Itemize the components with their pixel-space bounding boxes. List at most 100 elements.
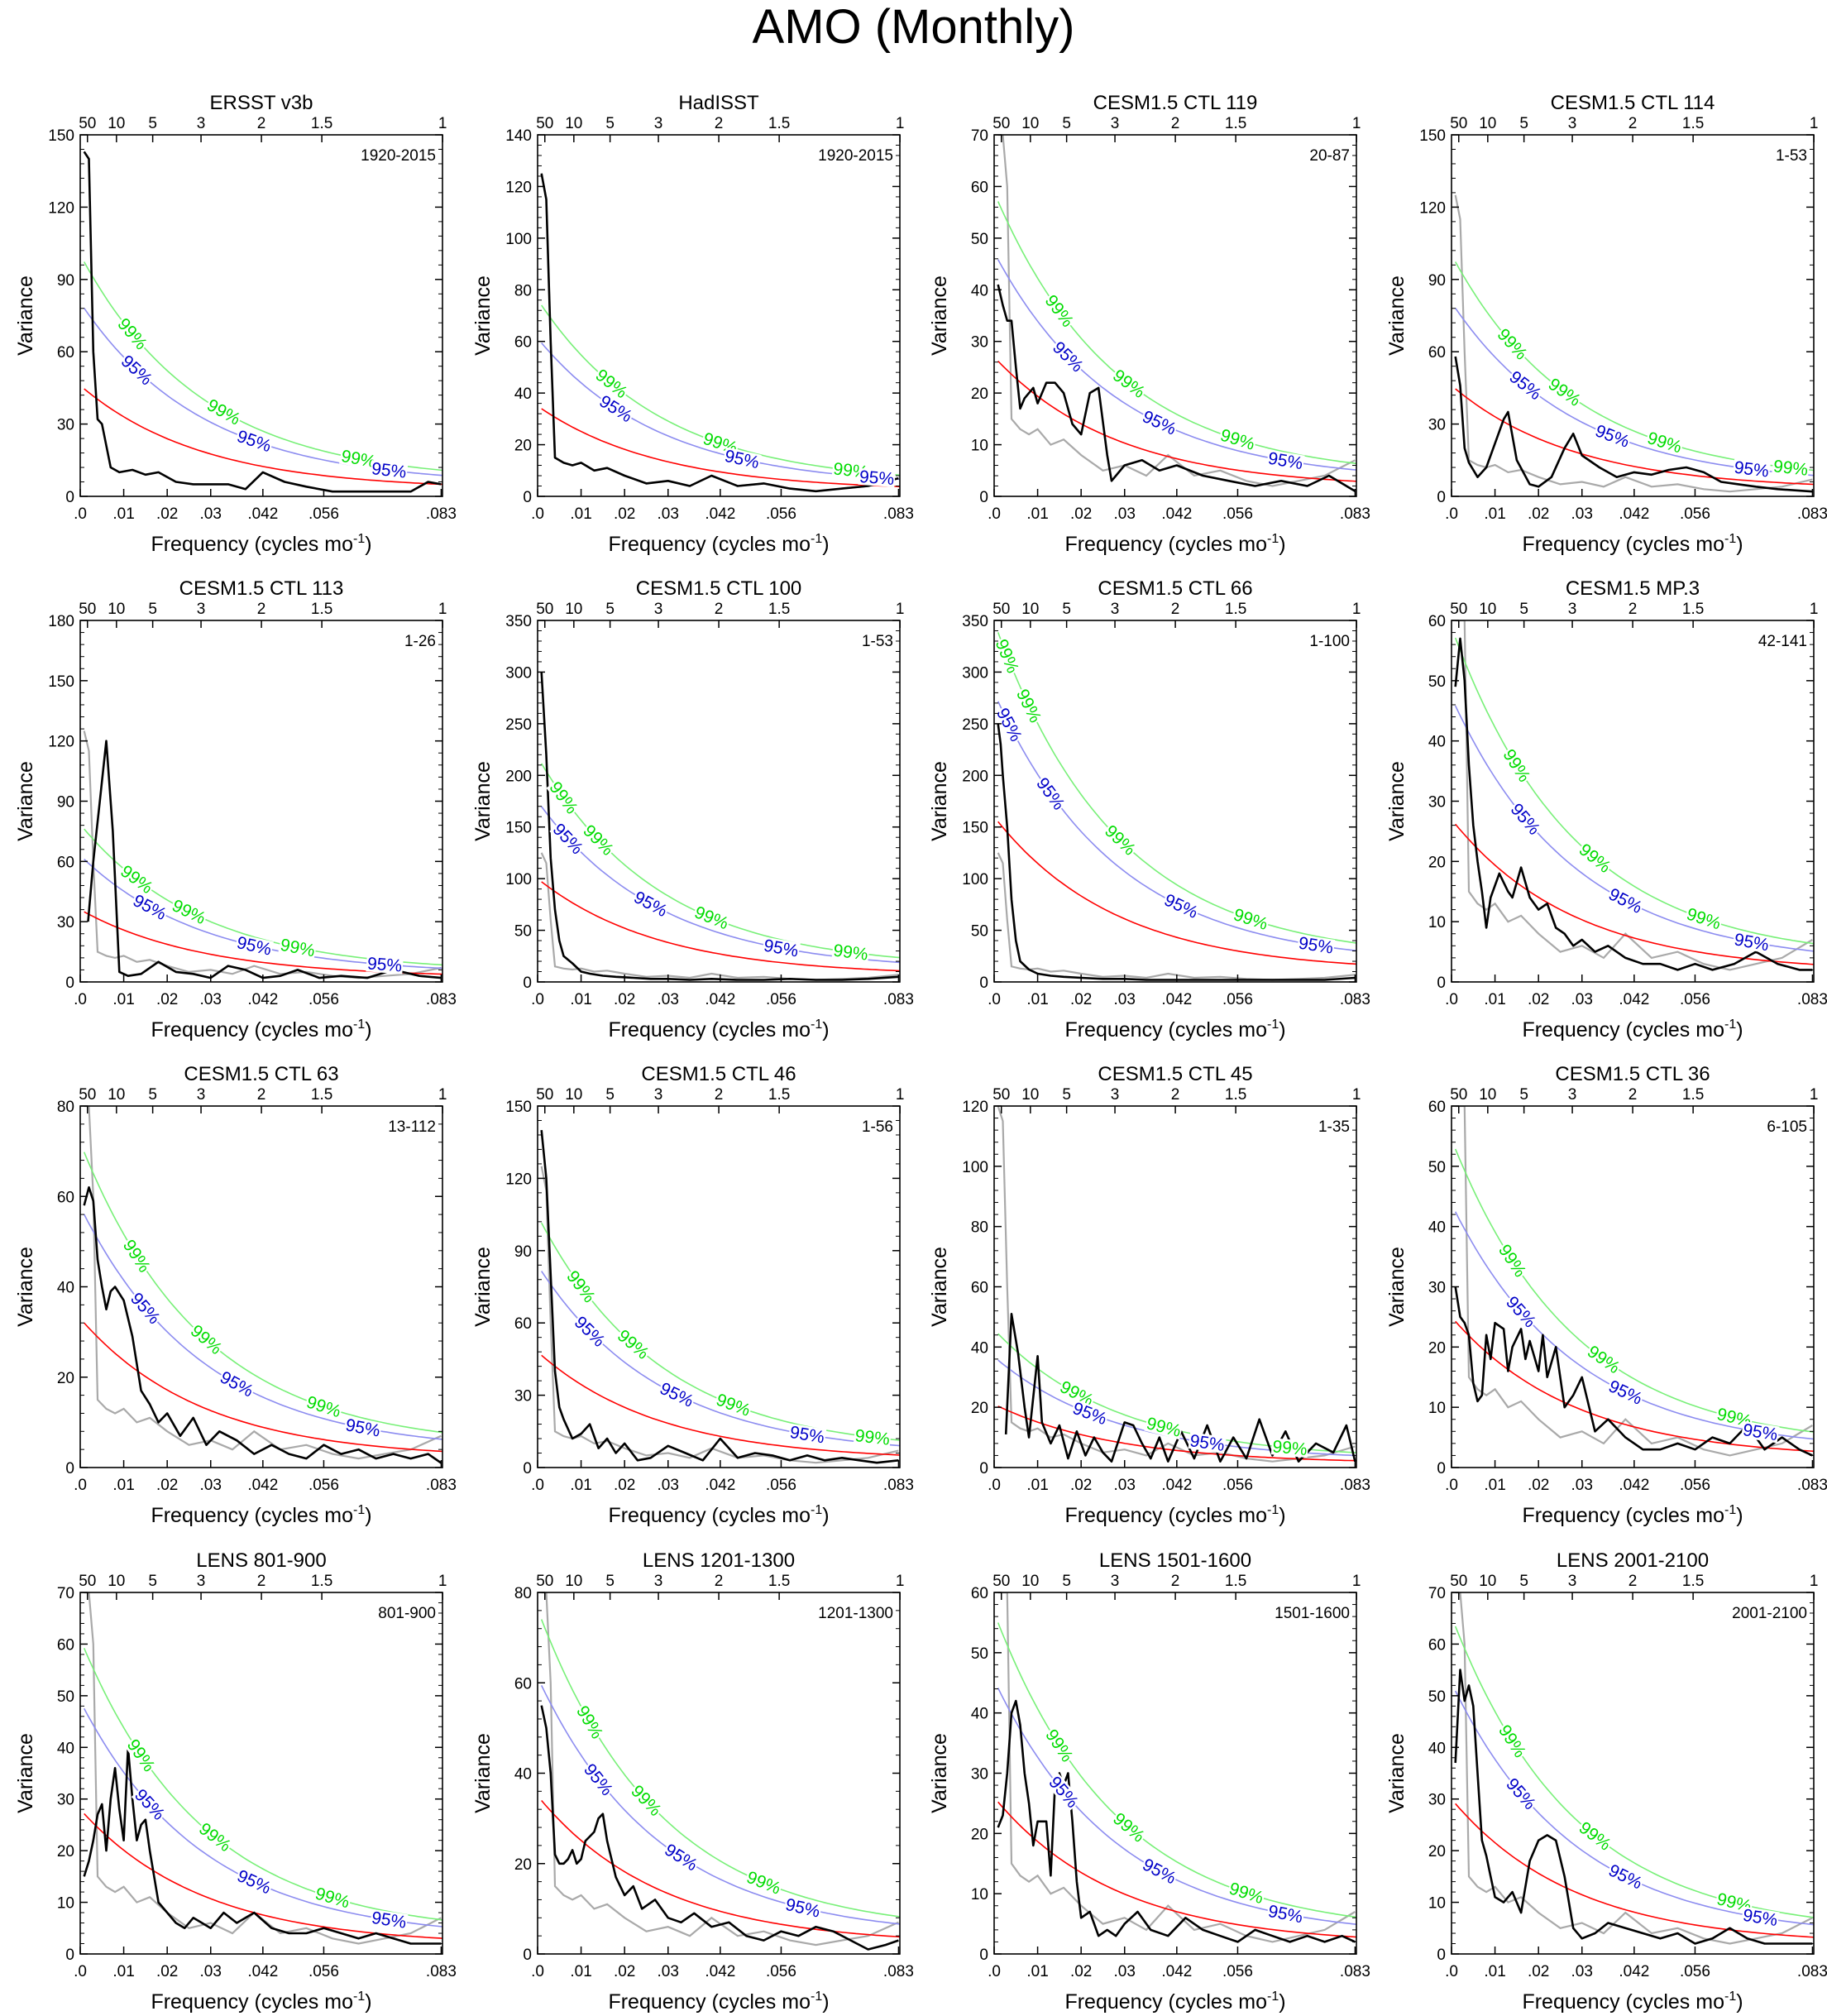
conf99-label-bg [1494,324,1531,363]
conf99-label-bg [1056,1377,1098,1410]
conf95-label-bg [131,1785,169,1824]
conf99-label-bg [614,1326,653,1362]
y-tick-label: 30 [57,914,74,931]
conf95-label-bg [370,460,409,481]
top-tick-label: 1 [438,1086,447,1104]
panel-title: LENS 1501-1600 [1099,1549,1251,1572]
y-tick-label: 70 [971,127,988,145]
conf99-line [540,1619,900,1918]
conf99-label-bg [1545,375,1585,409]
y-tick-label: 0 [1437,974,1446,992]
x-tick-label: .0 [988,991,1001,1008]
top-tick-label: 2 [1629,115,1638,132]
y-tick-label: 120 [505,1171,532,1188]
conf95-label: 95% [784,1895,822,1922]
top-tick-label: 2 [257,1573,266,1590]
conf99-label-bg [1109,1809,1149,1846]
x-tick-label: .056 [1680,505,1710,523]
chart-panel: 99%99%99%95%95%95%0306090120150180.0.01.… [14,577,457,1042]
top-tick-label: 2 [257,115,266,132]
x-tick-label: .03 [200,1477,222,1494]
conf95-label-bg [1741,1420,1780,1444]
conf99-label: 99% [1495,1241,1530,1281]
y-tick-label: 40 [514,1766,532,1784]
conf95-label-bg [1503,1774,1540,1813]
top-tick-label: 1.5 [1682,1086,1704,1104]
y-tick-label: 20 [57,1843,74,1860]
conf95-label: 95% [1070,1399,1109,1429]
y-tick-label: 80 [971,1219,988,1237]
conf99-label-bg [713,1391,753,1420]
red-noise-line [997,1801,1356,1938]
obs-reference-line [997,1592,1356,1943]
y-axis-label: Variance [928,761,951,841]
conf95-label-bg [783,1895,823,1921]
top-tick-label: 3 [197,115,206,132]
x-axis-label: Frequency (cycles mo-1) [608,1503,829,1527]
x-tick-label: .0 [74,505,87,523]
conf95-label-bg [1265,449,1305,472]
y-axis-label: Variance [928,1733,951,1813]
y-tick-label: 0 [523,489,532,506]
y-tick-label: 20 [1428,1843,1446,1860]
x-tick-label: .0 [1445,1963,1458,1980]
y-axis-label: Variance [14,761,37,841]
top-tick-label: 2 [1629,1573,1638,1590]
conf95-label: 95% [1593,421,1632,452]
top-tick-label: 1.5 [1682,115,1704,132]
top-tick-label: 1 [1810,1086,1819,1104]
panel-title: CESM1.5 CTL 46 [641,1063,796,1085]
conf99-label: 99% [117,862,155,898]
top-tick-label: 3 [654,1573,663,1590]
spectrum-line [997,1699,1356,1943]
x-axis-label: Frequency (cycles mo-1) [151,1018,371,1042]
y-tick-label: 0 [1437,1460,1446,1477]
conf99-label-bg [203,395,244,429]
chart-panel: 99%99%99%99%95%95%95%0306090120150.0.01.… [1385,92,1827,556]
period-label: 1-56 [862,1118,893,1136]
top-tick-label: 2 [1171,601,1180,618]
top-tick-label: 3 [1111,115,1120,132]
conf99-label-bg [339,447,378,471]
plot-frame [79,620,443,983]
x-tick-label: .0 [1445,991,1458,1008]
conf95-label-bg [571,1312,609,1351]
y-axis-label: Variance [471,275,495,356]
conf99-label-bg [691,903,732,932]
top-tick-label: 5 [1519,1573,1528,1590]
panel-title: LENS 1201-1300 [643,1549,795,1572]
conf99-label-bg [1042,1726,1077,1765]
y-axis-label: Variance [14,275,37,356]
conf99-label-bg [1499,745,1534,786]
y-axis-label: Variance [471,1247,495,1327]
top-tick-label: 5 [1519,601,1528,618]
conf95-label: 95% [1733,930,1770,955]
conf95-label: 95% [371,459,407,482]
conf99-label: 99% [1145,1414,1183,1441]
conf99-label: 99% [545,778,581,817]
top-tick-label: 3 [654,601,663,618]
conf99-label-bg [744,1868,784,1898]
conf95-label-bg [343,1416,383,1439]
x-tick-label: .0 [988,1477,1001,1494]
top-tick-label: 2 [257,1086,266,1104]
y-tick-label: 50 [1428,1159,1446,1176]
y-axis-label: Variance [1385,1733,1409,1813]
conf99-label: 99% [1772,457,1809,479]
y-axis-label: Variance [1385,1247,1409,1327]
period-label: 1920-2015 [818,147,893,165]
y-tick-label: 0 [523,974,532,992]
y-tick-label: 90 [514,1243,532,1261]
conf95-label: 95% [1298,934,1335,958]
top-tick-label: 2 [1171,1573,1180,1590]
x-axis-label: Frequency (cycles mo-1) [1064,532,1285,556]
y-tick-label: 20 [57,1370,74,1387]
x-tick-label: .03 [1571,505,1593,523]
conf99-label-bg [546,778,581,817]
red-noise-line [997,821,1356,965]
x-tick-label: .083 [883,505,914,523]
panel-title: HadISST [678,92,759,114]
x-tick-label: .01 [112,505,134,523]
y-tick-label: 0 [1437,489,1446,506]
x-axis-label: Frequency (cycles mo-1) [1522,1018,1743,1042]
